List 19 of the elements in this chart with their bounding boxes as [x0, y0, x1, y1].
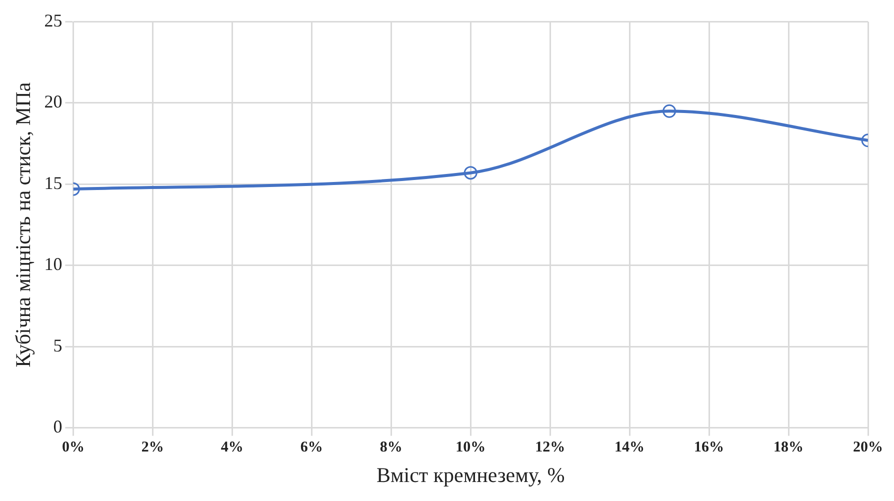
x-tick-label: 16% [694, 440, 724, 456]
y-tick-label: 20 [44, 92, 62, 112]
x-axis-title: Вміст кремнезему, % [376, 462, 565, 487]
x-tick-label: 10% [456, 440, 486, 456]
y-tick-label: 10 [44, 254, 62, 274]
x-tick-label: 0% [62, 440, 84, 456]
x-tick-label: 2% [141, 440, 164, 456]
x-tick-label: 8% [380, 440, 402, 456]
y-tick-label: 0 [53, 416, 62, 437]
y-tick-label: 15 [44, 172, 62, 193]
y-tick-label: 25 [44, 10, 62, 31]
x-tick-label: 20% [853, 440, 883, 456]
x-tick-label: 12% [535, 440, 566, 456]
y-tick-label: 5 [53, 335, 62, 356]
x-tick-label: 4% [220, 440, 244, 456]
x-tick-label: 18% [774, 440, 804, 456]
x-tick-label: 14% [614, 440, 645, 456]
x-tick-label: 6% [300, 440, 323, 456]
y-axis-title: Кубічна міцність на стиск, МПа [11, 82, 36, 368]
